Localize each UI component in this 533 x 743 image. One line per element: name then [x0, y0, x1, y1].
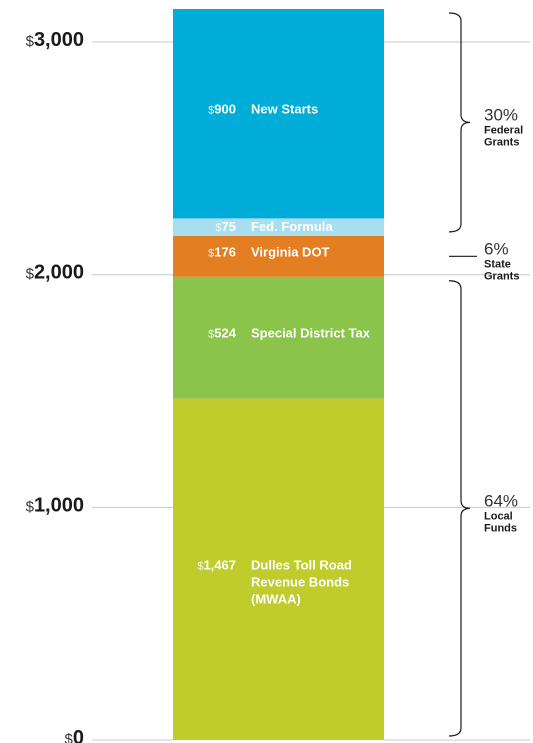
segment-name-label: Special District Tax	[251, 326, 371, 341]
segment-value-label: $900	[208, 102, 236, 117]
segment-value-label: $524	[208, 326, 237, 341]
segment-name-label: (MWAA)	[251, 591, 301, 606]
y-tick-currency: $	[65, 731, 74, 743]
segment-currency: $	[208, 329, 214, 341]
segment-value-label: $75	[215, 219, 236, 234]
group-bracket	[448, 12, 471, 233]
segment-currency: $	[197, 560, 203, 572]
group-percent: 6%	[484, 239, 509, 258]
segment-value-label: $176	[208, 244, 236, 259]
segment-currency: $	[208, 247, 214, 259]
y-tick-currency: $	[26, 498, 35, 515]
group-bracket	[448, 280, 471, 737]
y-tick-label: $3,000	[26, 29, 84, 51]
group-name: Grants	[484, 136, 519, 148]
y-tick-value: 2,000	[34, 262, 84, 284]
segment-value: 75	[222, 219, 236, 234]
bar-segment	[173, 9, 384, 219]
bar-segment	[173, 276, 384, 399]
group-percent: 30%	[484, 105, 518, 124]
group-name: Local	[484, 510, 513, 522]
y-tick-value: 0	[73, 727, 84, 743]
segment-name-label: New Starts	[251, 102, 318, 117]
segment-currency: $	[215, 222, 221, 234]
y-tick-label: $1,000	[26, 494, 84, 516]
y-tick-value: 1,000	[34, 494, 84, 516]
segment-name-label: Fed. Formula	[251, 219, 333, 234]
segment-value: 1,467	[203, 557, 236, 572]
group-name: Funds	[484, 522, 517, 534]
bar-segment	[173, 218, 384, 236]
segment-value: 176	[214, 244, 236, 259]
group-name: Grants	[484, 270, 519, 282]
segment-currency: $	[208, 105, 214, 117]
segment-name-label: Dulles Toll Road	[251, 557, 352, 572]
y-tick-label: $2,000	[26, 262, 84, 284]
group-name: Federal	[484, 124, 523, 136]
segment-value: 524	[214, 326, 236, 341]
bar-segment	[173, 235, 384, 277]
bar-segment	[173, 398, 384, 740]
group-percent: 64%	[484, 491, 518, 510]
segment-value: 900	[214, 102, 236, 117]
y-tick-currency: $	[26, 33, 35, 50]
segment-name-label: Revenue Bonds	[251, 574, 349, 589]
segment-name-label: Virginia DOT	[251, 244, 330, 259]
y-tick-currency: $	[26, 266, 35, 283]
group-name: State	[484, 258, 511, 270]
y-tick-label: $0	[65, 727, 84, 743]
y-tick-value: 3,000	[34, 29, 84, 51]
segment-value-label: $1,467	[197, 557, 236, 572]
